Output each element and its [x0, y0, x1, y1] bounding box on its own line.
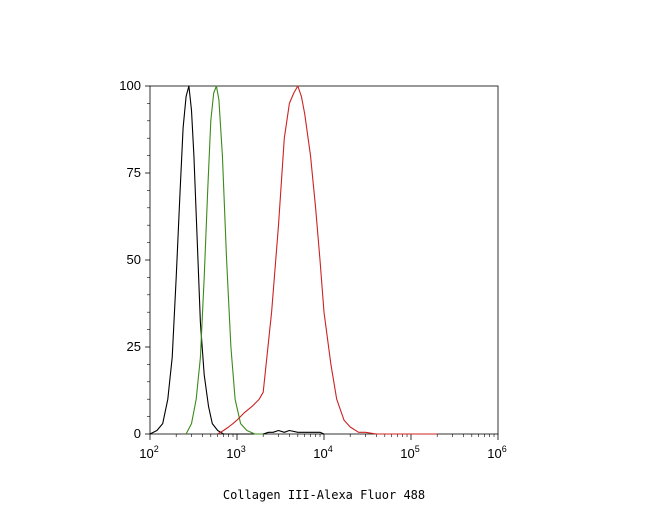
series-group — [149, 85, 438, 435]
y-tick-label: 75 — [127, 165, 141, 180]
x-tick-base: 10 — [226, 446, 240, 461]
x-axis: 102 103 104 105 106 — [139, 434, 507, 461]
x-tick-label: 105 — [400, 444, 419, 461]
y-tick-label: 50 — [127, 252, 141, 267]
histogram-series-line-1 — [149, 85, 325, 435]
x-tick-exponent: 3 — [241, 444, 246, 454]
x-tick-label: 102 — [139, 444, 158, 461]
x-tick-exponent: 2 — [154, 444, 159, 454]
histogram-series-line-2 — [185, 85, 264, 435]
plot-frame — [149, 85, 499, 435]
x-tick-base: 10 — [313, 446, 327, 461]
x-tick-exponent: 6 — [502, 444, 507, 454]
x-tick-base: 10 — [400, 446, 414, 461]
y-tick-label: 0 — [134, 426, 141, 441]
x-tick-base: 10 — [139, 446, 153, 461]
x-tick-label: 103 — [226, 444, 245, 461]
y-tick-label: 25 — [127, 339, 141, 354]
x-tick-label: 106 — [487, 444, 506, 461]
y-tick-label: 100 — [119, 78, 141, 93]
x-axis-label: Collagen III-Alexa Fluor 488 — [223, 488, 425, 502]
y-axis: 0 25 50 75 100 — [119, 78, 150, 441]
histogram-series-line-3 — [217, 85, 438, 435]
x-tick-exponent: 4 — [328, 444, 333, 454]
x-tick-base: 10 — [487, 446, 501, 461]
x-tick-exponent: 5 — [415, 444, 420, 454]
x-tick-label: 104 — [313, 444, 332, 461]
